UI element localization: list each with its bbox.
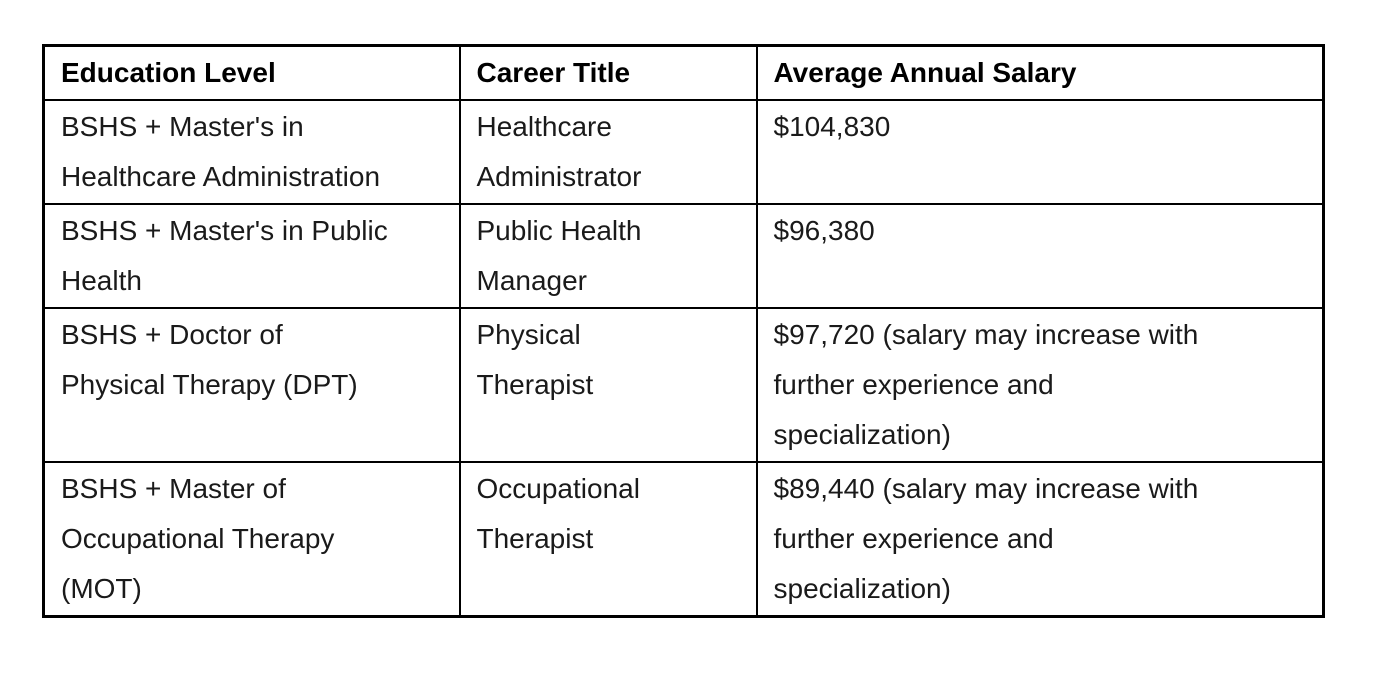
- cell-education-level: BSHS + Master's in Healthcare Administra…: [42, 99, 461, 205]
- cell-career-title: Public Health Manager: [458, 203, 758, 309]
- cell-career-title: Healthcare Administrator: [458, 99, 758, 205]
- cell-education-level: BSHS + Master of Occupational Therapy (M…: [42, 461, 461, 618]
- cell-average-annual-salary: $96,380: [755, 203, 1325, 309]
- header-education-level: Education Level: [42, 44, 461, 101]
- header-career-title: Career Title: [458, 44, 758, 101]
- cell-average-annual-salary: $89,440 (salary may increase with furthe…: [755, 461, 1325, 618]
- cell-career-title: Physical Therapist: [458, 307, 758, 463]
- cell-education-level: BSHS + Doctor of Physical Therapy (DPT): [42, 307, 461, 463]
- table-header-row: Education Level Career Title Average Ann…: [42, 44, 1325, 101]
- table-row: BSHS + Doctor of Physical Therapy (DPT) …: [42, 307, 1325, 463]
- cell-average-annual-salary: $104,830: [755, 99, 1325, 205]
- cell-education-level: BSHS + Master's in Public Health: [42, 203, 461, 309]
- table-row: BSHS + Master of Occupational Therapy (M…: [42, 461, 1325, 618]
- cell-average-annual-salary: $97,720 (salary may increase with furthe…: [755, 307, 1325, 463]
- table-row: BSHS + Master's in Public Health Public …: [42, 203, 1325, 309]
- table-row: BSHS + Master's in Healthcare Administra…: [42, 99, 1325, 205]
- salary-table: Education Level Career Title Average Ann…: [42, 44, 1325, 618]
- cell-career-title: Occupational Therapist: [458, 461, 758, 618]
- header-average-annual-salary: Average Annual Salary: [755, 44, 1325, 101]
